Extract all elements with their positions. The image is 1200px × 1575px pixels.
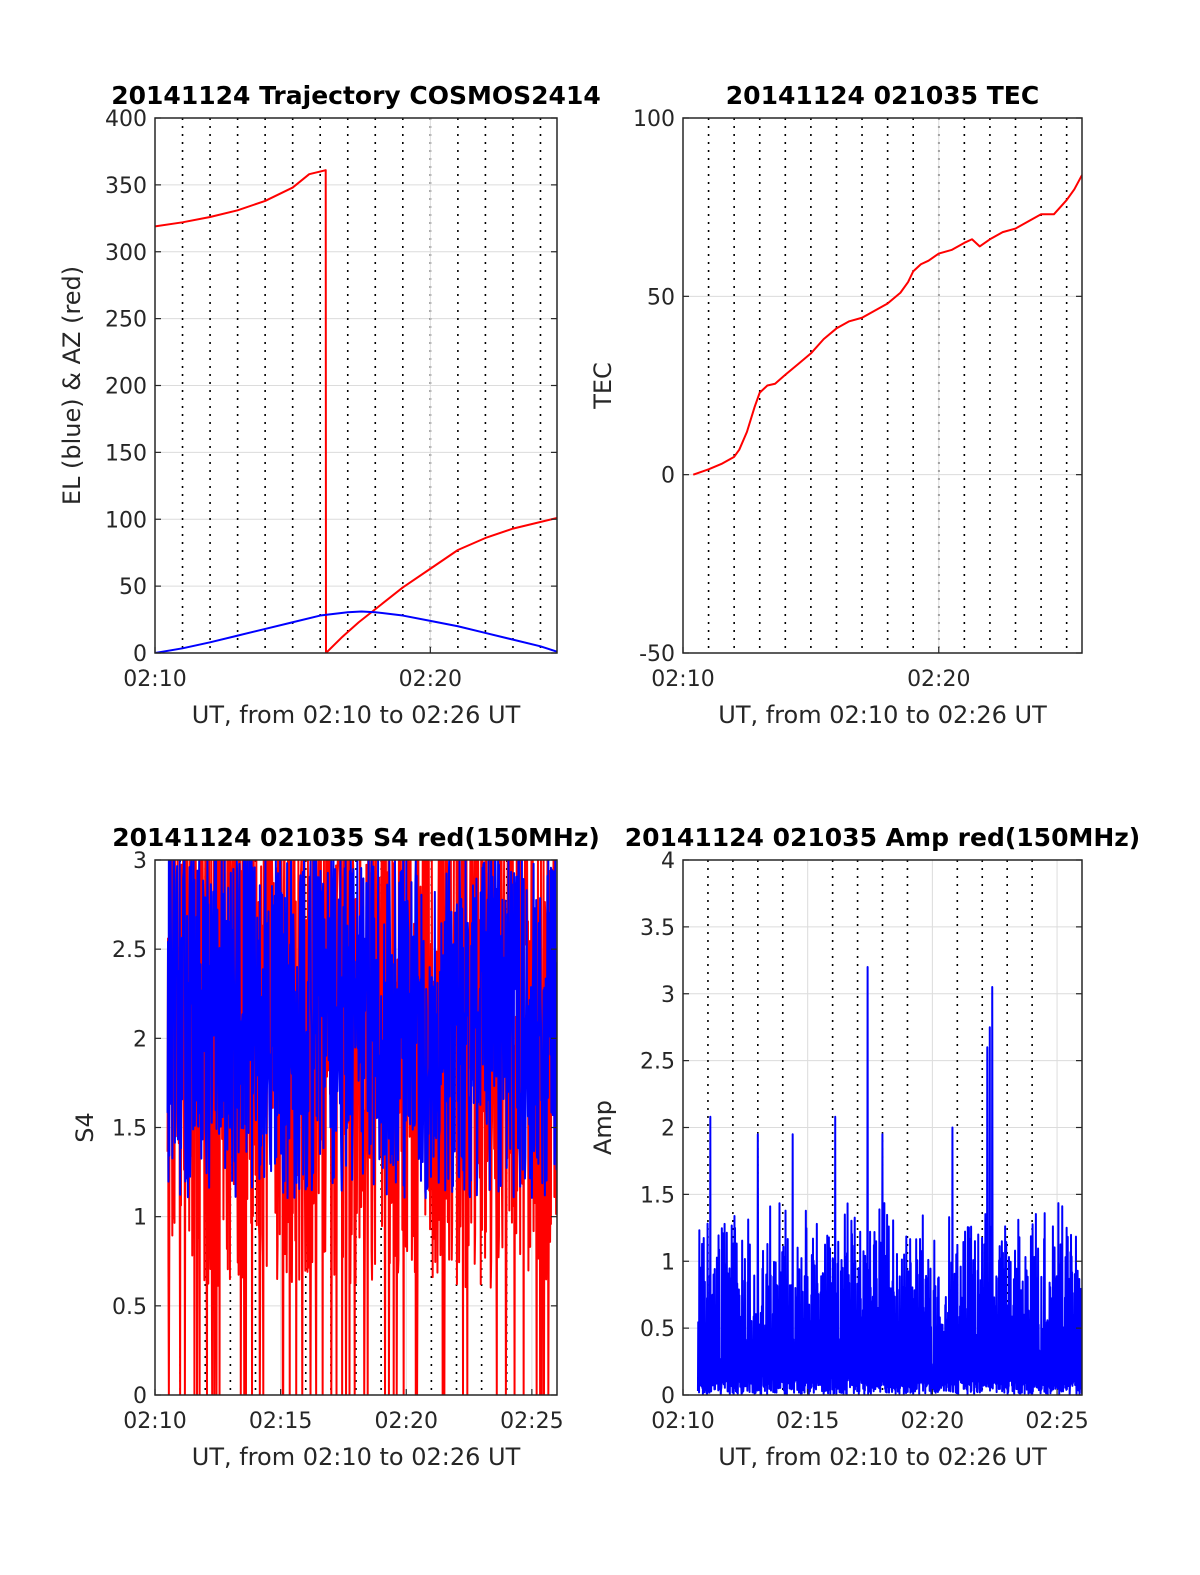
y-tick-label: 0.5 [112,1295,147,1320]
x-tick-label: 02:10 [651,667,714,692]
x-tick-label: 02:20 [375,1409,438,1434]
y-tick-label: 250 [105,308,147,333]
y-tick-label: 0 [661,464,675,489]
y-tick-label: 200 [105,375,147,400]
y-tick-label: 350 [105,174,147,199]
y-axis-label: TEC [589,362,617,410]
chart-amp: 0 0.5 1 1.5 2 2.5 3 3.5 4 02:10 02:15 02:20 02:25 201… [589,823,1140,1471]
series-line-0 [696,966,1082,1395]
y-tick-label: 300 [105,241,147,266]
y-tick-label: 1 [661,1250,675,1275]
chart-title: 20141124 Trajectory COSMOS2414 [111,81,601,110]
x-tick-label: 02:15 [776,1409,839,1434]
chart-title: 20141124 021035 TEC [726,81,1039,110]
y-axis-label: Amp [589,1100,617,1155]
y-tick-label: 2 [133,1027,147,1052]
y-tick-label: -50 [639,642,675,667]
chart-title: 20141124 021035 S4 red(150MHz) [112,823,600,852]
series-line-0 [155,169,557,653]
y-tick-label: 2 [661,1117,675,1142]
y-tick-label: 0 [133,642,147,667]
y-tick-label: 100 [105,508,147,533]
chart-title: 20141124 021035 Amp red(150MHz) [625,823,1141,852]
plot-frame [682,117,1083,654]
chart-trajectory: 0 50 100 150 200 250 300 350 400 02:10 02:20 201411… [58,81,601,729]
x-axis-label: UT, from 02:10 to 02:26 UT [718,1443,1047,1471]
y-tick-label: 0 [133,1384,147,1409]
x-tick-label: 02:10 [651,1409,714,1434]
y-tick-label: 150 [105,441,147,466]
x-axis-label: UT, from 02:10 to 02:26 UT [192,701,521,729]
y-tick-label: 50 [119,575,147,600]
x-tick-label: 02:15 [249,1409,312,1434]
y-tick-label: 1 [133,1206,147,1231]
x-axis-label: UT, from 02:10 to 02:26 UT [718,701,1047,729]
y-tick-label: 100 [633,107,675,132]
y-axis-label: S4 [71,1112,99,1143]
series-line-1 [155,610,557,653]
x-tick-label: 02:25 [1025,1409,1088,1434]
x-tick-label: 02:20 [901,1409,964,1434]
x-tick-label: 02:20 [399,667,462,692]
y-tick-label: 0 [661,1384,675,1409]
y-tick-label: 1.5 [112,1117,147,1142]
y-tick-label: 3 [661,983,675,1008]
y-axis-label: EL (blue) & AZ (red) [58,266,86,505]
y-tick-label: 400 [105,107,147,132]
y-tick-label: 2.5 [640,1050,675,1075]
x-axis-label: UT, from 02:10 to 02:26 UT [192,1443,521,1471]
series-line-0 [692,174,1082,476]
y-tick-label: 3.5 [640,916,675,941]
chart-s4: 0 0.5 1 1.5 2 2.5 3 02:10 02:15 02:20 02:25 2014112… [71,823,600,1471]
chart-tec: -50 0 50 100 02:10 02:20 20141124 021035 TEC UT… [589,81,1083,729]
x-tick-label: 02:20 [907,667,970,692]
x-tick-label: 02:10 [123,667,186,692]
y-tick-label: 0.5 [640,1317,675,1342]
y-tick-label: 4 [661,849,675,874]
y-tick-label: 2.5 [112,938,147,963]
y-tick-label: 3 [133,849,147,874]
y-tick-label: 50 [647,285,675,310]
series-line-1 [166,860,557,1200]
x-tick-label: 02:10 [123,1409,186,1434]
x-tick-label: 02:25 [500,1409,563,1434]
y-tick-label: 1.5 [640,1183,675,1208]
